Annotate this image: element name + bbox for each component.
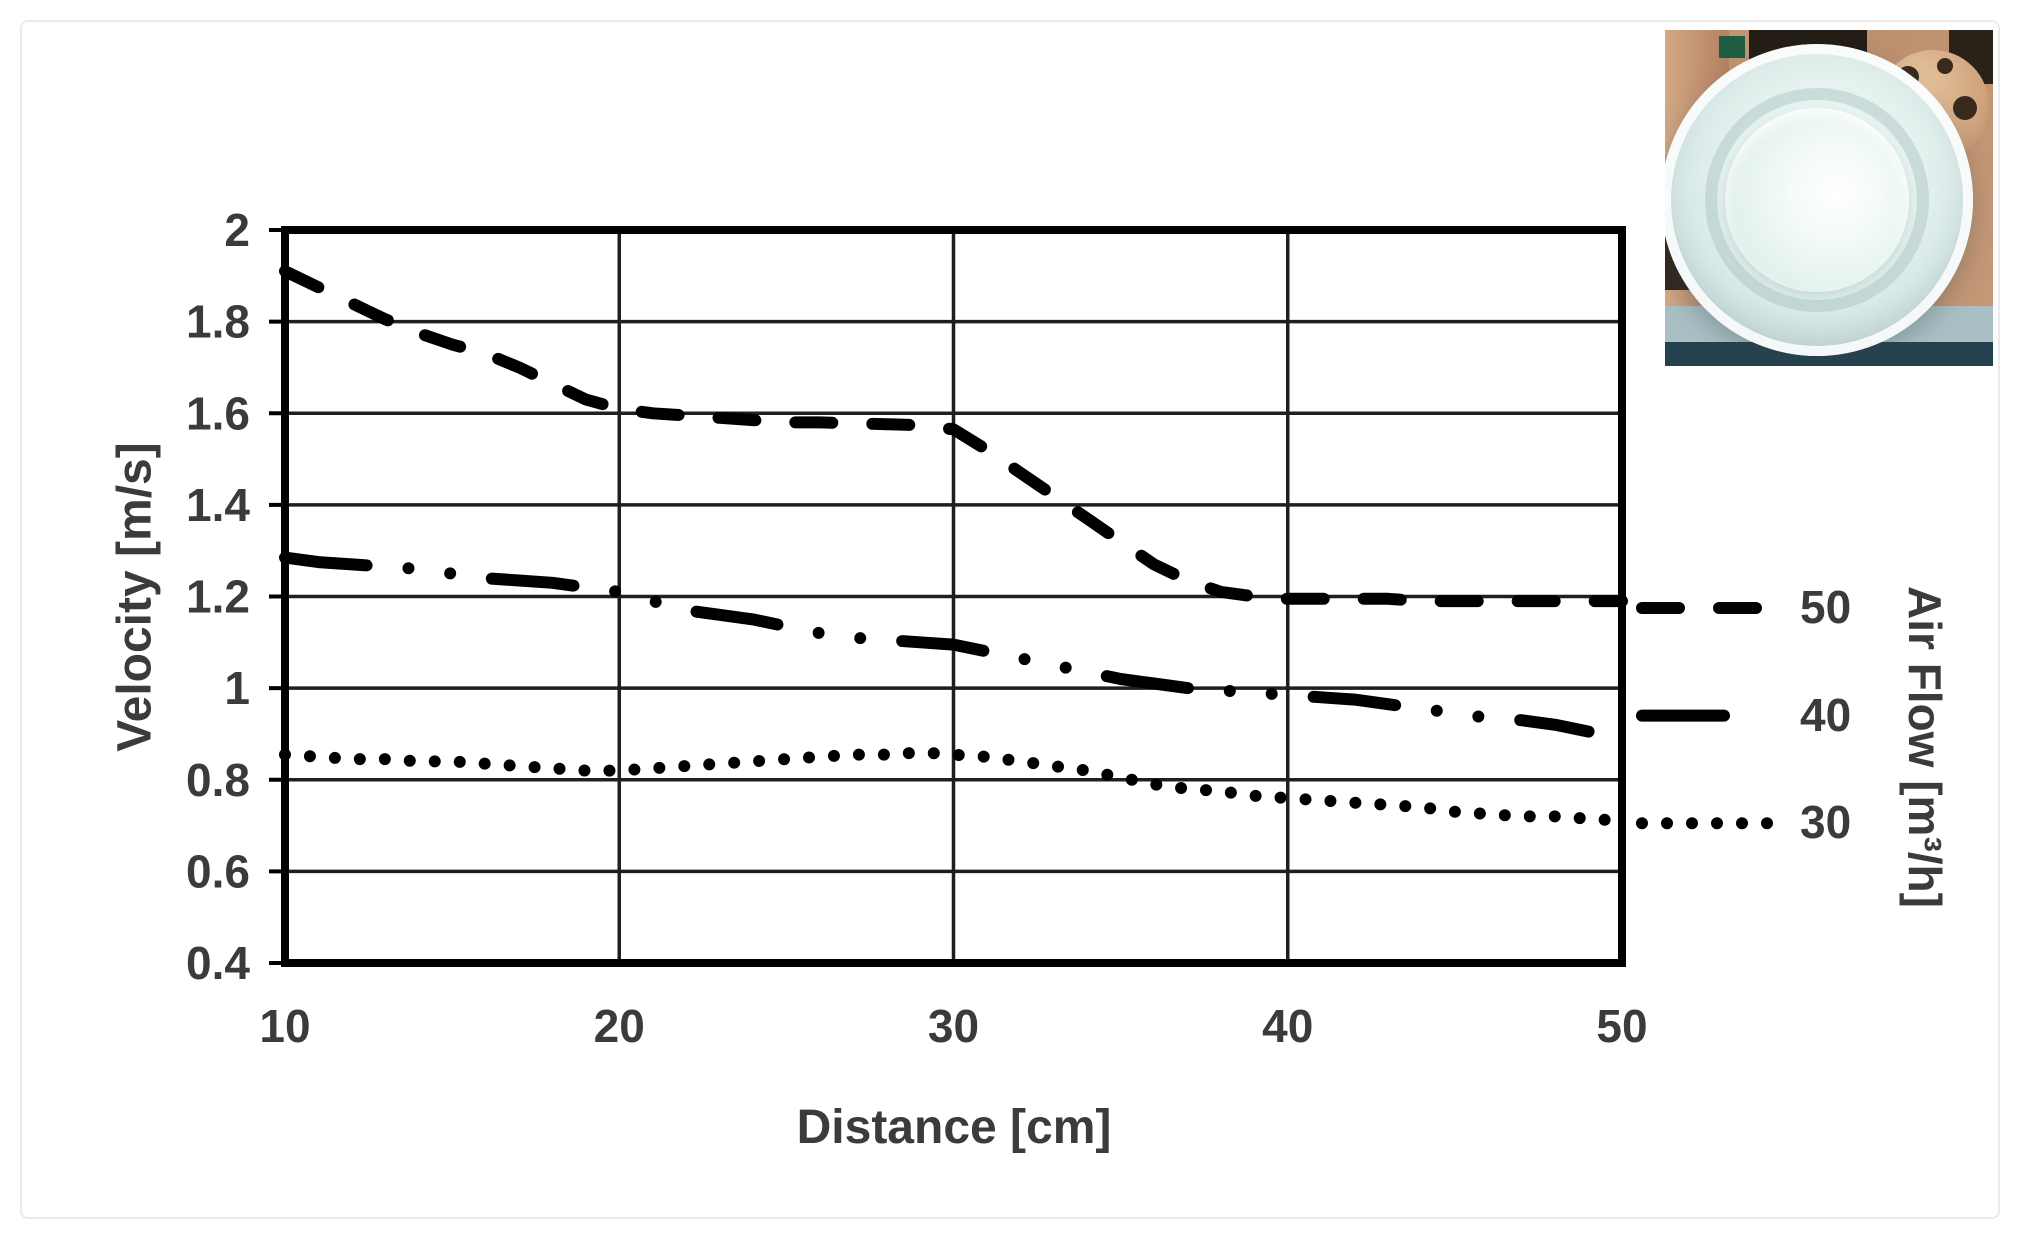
y-tick-label: 1.6 <box>186 387 250 439</box>
photo-green-object <box>1719 36 1745 58</box>
series-line-30 <box>279 746 1628 827</box>
diffuser-valve <box>1665 44 1973 356</box>
y-tick-label: 1 <box>224 662 250 714</box>
series-line-40 <box>279 551 1595 738</box>
x-tick-label: 20 <box>594 1000 645 1052</box>
y-tick-label: 1.4 <box>186 479 250 531</box>
diffuser-valve-dome <box>1725 108 1909 292</box>
y-tick-label: 0.6 <box>186 845 250 897</box>
ball-hole <box>1937 58 1953 74</box>
x-tick-label: 50 <box>1596 1000 1647 1052</box>
x-tick-label: 30 <box>928 1000 979 1052</box>
legend-label-50: 50 <box>1800 580 1852 633</box>
series-lines <box>279 265 1628 827</box>
ball-hole <box>1953 96 1977 120</box>
x-axis-title: Distance [cm] <box>796 1101 1112 1154</box>
tick-labels: 2 1.8 1.6 1.4 1.2 1 0.8 0.6 0.410 20 30 40 50 <box>186 204 1648 1052</box>
grid-lines <box>285 230 1622 963</box>
legend-label-40: 40 <box>1800 688 1852 741</box>
y-tick-label: 1.2 <box>186 571 250 623</box>
y-tick-label: 0.8 <box>186 754 250 806</box>
y-tick-label: 2 <box>224 204 250 256</box>
x-tick-label: 40 <box>1262 1000 1313 1052</box>
series-line-50 <box>279 265 1628 608</box>
y-tick-label: 0.4 <box>186 937 250 989</box>
y-tick-label: 1.8 <box>186 296 250 348</box>
legend-label-30: 30 <box>1800 796 1852 849</box>
diffuser-photo <box>1665 30 1993 366</box>
x-tick-label: 10 <box>259 1000 310 1052</box>
legend-leader-lines <box>1636 601 1794 830</box>
legend-title: Air Flow [m³/h] <box>1899 586 1951 908</box>
y-axis-title: Velocity [m/s] <box>108 442 162 752</box>
